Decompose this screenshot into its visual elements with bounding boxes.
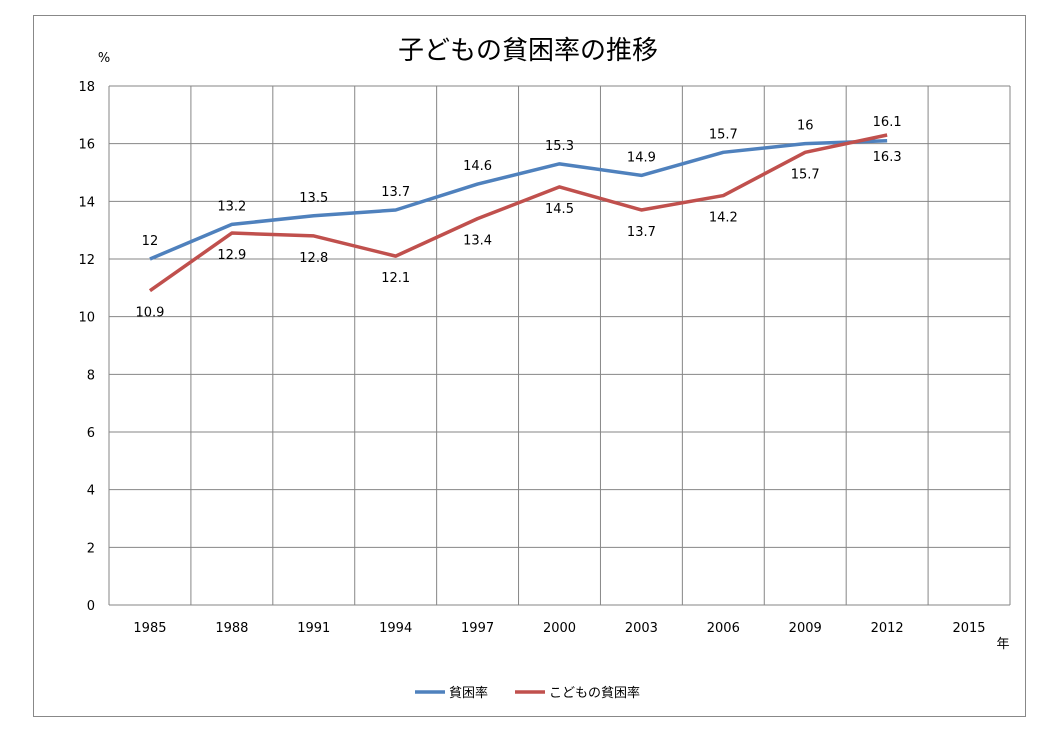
data-label: 10.9 [135, 306, 164, 321]
legend-label: 貧困率 [449, 685, 488, 701]
y-tick-label: 14 [78, 195, 95, 210]
data-label: 13.7 [381, 185, 410, 200]
x-tick-label: 2012 [871, 621, 904, 636]
y-tick-label: 6 [87, 426, 95, 441]
x-tick-label: 2009 [789, 621, 822, 636]
x-tick-label: 2006 [707, 621, 740, 636]
y-tick-label: 4 [87, 484, 95, 499]
y-axis-ticks: 0 2 4 6 8 10 12 14 16 18 [78, 80, 95, 614]
y-tick-label: 2 [87, 541, 95, 556]
y-tick-label: 0 [87, 599, 95, 614]
data-label: 13.2 [217, 199, 246, 214]
data-label: 14.5 [545, 202, 574, 217]
y-tick-label: 10 [78, 311, 95, 326]
chart-title: 子どもの貧困率の推移 [397, 36, 658, 66]
x-tick-label: 1991 [297, 621, 330, 636]
y-tick-label: 8 [87, 368, 95, 383]
y-tick-label: 18 [78, 80, 95, 95]
data-label: 12 [142, 234, 159, 249]
data-label: 13.7 [627, 225, 656, 240]
x-tick-label: 1997 [461, 621, 494, 636]
data-label: 12.9 [217, 248, 246, 263]
y-axis-label: % [98, 51, 110, 66]
x-tick-label: 2000 [543, 621, 576, 636]
data-label: 16.3 [873, 150, 902, 165]
series-line-poverty-rate [149, 139, 888, 261]
legend: 貧困率 こどもの貧困率 [415, 685, 640, 701]
y-tick-label: 12 [78, 253, 95, 268]
x-tick-label: 2015 [952, 621, 985, 636]
data-label: 12.1 [381, 271, 410, 286]
x-tick-label: 1988 [215, 621, 248, 636]
x-axis-label: 年 [996, 637, 1009, 652]
x-tick-label: 1985 [133, 621, 166, 636]
legend-label: こどもの貧困率 [549, 685, 640, 701]
data-label: 15.7 [709, 127, 738, 142]
x-tick-label: 1994 [379, 621, 412, 636]
data-label: 12.8 [299, 251, 328, 266]
x-axis-ticks: 1985 1988 1991 1994 1997 2000 2003 2006 2009 2012… [133, 621, 985, 636]
data-label: 16 [797, 119, 814, 134]
chart-frame [33, 15, 1026, 717]
x-tick-label: 2003 [625, 621, 658, 636]
plot-grid [108, 85, 1011, 606]
data-label: 15.3 [545, 139, 574, 154]
data-label: 14.9 [627, 150, 656, 165]
data-label: 13.4 [463, 234, 492, 249]
data-labels: 12 10.9 13.2 12.9 13.5 12.8 13.7 12.1 14.6 13.4 15… [135, 115, 901, 321]
data-label: 14.6 [463, 159, 492, 174]
y-tick-label: 16 [78, 138, 95, 153]
series-lines [148, 133, 888, 293]
data-label: 13.5 [299, 191, 328, 206]
data-label: 15.7 [791, 167, 820, 182]
series-line-child-poverty-rate [148, 133, 888, 293]
data-label: 16.1 [873, 115, 902, 130]
data-label: 14.2 [709, 211, 738, 226]
